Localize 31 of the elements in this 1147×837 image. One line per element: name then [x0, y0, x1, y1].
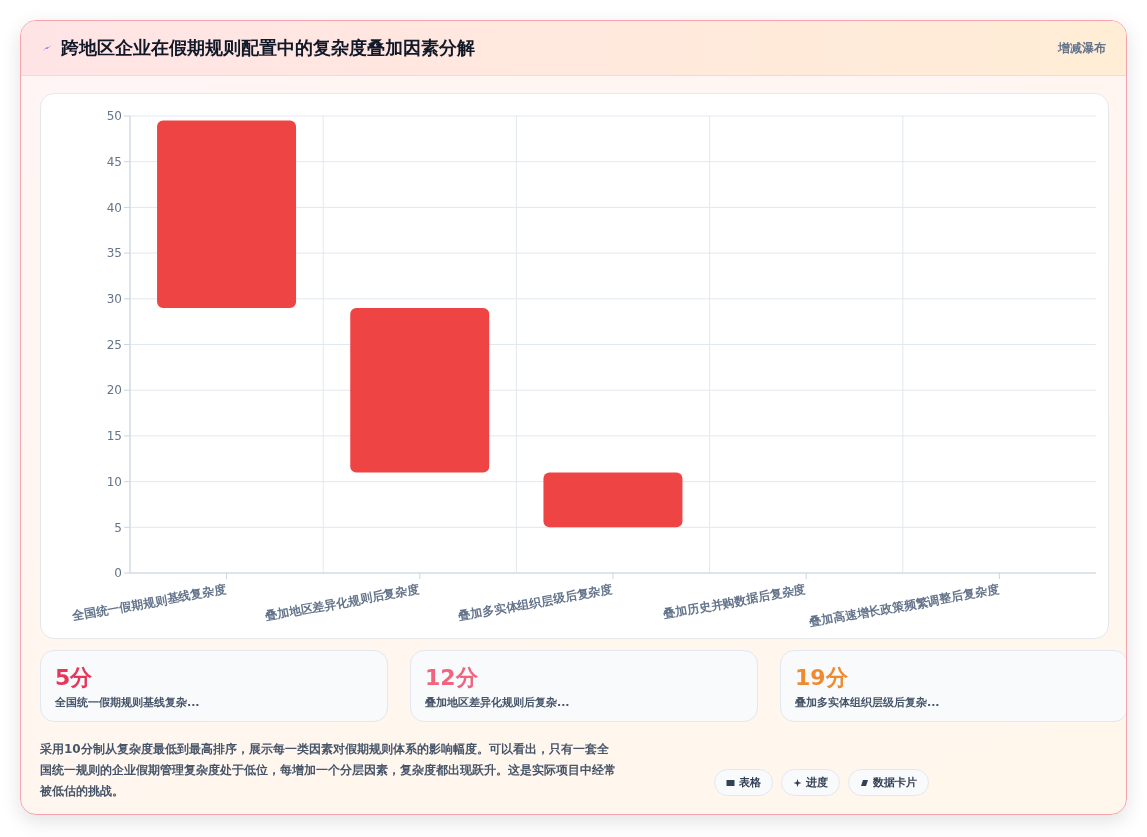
y-tick-label: 20 — [106, 383, 122, 398]
y-tick-label: 35 — [106, 246, 122, 261]
chart-title: 跨地区企业在假期规则配置中的复杂度叠加因素分解 — [61, 36, 475, 60]
y-tick-label: 40 — [106, 200, 122, 215]
x-tick-label: 叠加历史并购数据后复杂度 — [661, 582, 807, 622]
x-tick-label: 叠加高速增长政策频繁调整后复杂度 — [807, 582, 1000, 630]
y-tick-label: 15 — [106, 429, 122, 444]
chart-subtitle: 增减瀑布 — [1058, 39, 1106, 57]
y-tick-label: 45 — [106, 154, 122, 169]
y-tick-label: 25 — [106, 337, 122, 352]
x-tick-label: 叠加地区差异化规则后复杂度 — [263, 582, 421, 624]
text: 数据卡片 — [873, 775, 917, 790]
x-tick-label: 叠加多实体组织层级后复杂度 — [456, 582, 614, 624]
y-tick-label: 50 — [106, 109, 122, 124]
text: 表格 — [739, 775, 761, 790]
y-tick-label: 10 — [106, 474, 122, 489]
y-tick-label: 5 — [114, 520, 122, 535]
text: 叠加地区差异化规则后复杂... — [425, 695, 571, 710]
bar — [543, 472, 683, 528]
text: 采用10分制从复杂度最低到最高排序，展示每一类因素对假期规则体系的影响幅度。可以看出，只有一套全国统一规则的企业假期管理复杂度处于低位，每增加一个分层因素，复杂度都出现跃升。这是实际项目中经常被低估的挑战。 — [40, 741, 617, 800]
text: 19分 — [795, 664, 849, 692]
bar — [157, 120, 297, 308]
text: 进度 — [806, 775, 828, 790]
x-tick-label: 全国统一假期规则基线复杂度 — [70, 582, 228, 624]
bar — [350, 307, 490, 473]
text: 5分 — [55, 664, 94, 692]
text: 叠加多实体组织层级后复杂... — [795, 695, 941, 710]
text: 全国统一假期规则基线复杂... — [55, 695, 201, 710]
y-tick-label: 30 — [106, 292, 122, 307]
text: 12分 — [425, 664, 479, 692]
y-tick-label: 0 — [114, 566, 122, 581]
